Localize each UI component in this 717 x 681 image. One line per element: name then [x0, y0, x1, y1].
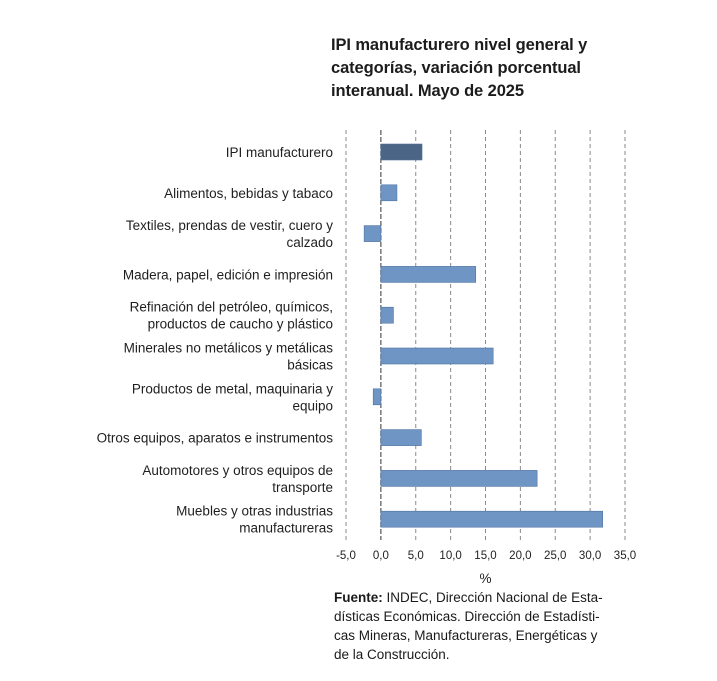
category-label-9-line-1: Muebles y otras industrias — [176, 504, 333, 519]
category-label-1: Alimentos, bebidas y tabaco — [164, 186, 333, 201]
bar-1 — [380, 184, 398, 202]
category-label-2-line-1: Textiles, prendas de vestir, cuero y — [126, 218, 333, 233]
category-label-5-line-1: Minerales no metálicos y metálicas — [124, 341, 334, 356]
category-label-3: Madera, papel, edición e impresión — [123, 267, 333, 282]
category-label-2-line-2: calzado — [286, 235, 333, 250]
bar-4 — [380, 306, 394, 324]
bar-9 — [380, 510, 603, 528]
category-label-5-line-2: básicas — [287, 358, 333, 373]
chart-title-line-2: categorías, variación porcentual — [331, 59, 581, 77]
source-line-1: Fuente: INDEC, Dirección Nacional de Est… — [334, 588, 634, 607]
bar-3 — [380, 266, 477, 283]
bar-6 — [372, 388, 382, 406]
x-tick-label-0: -5,0 — [336, 550, 356, 562]
x-tick-label-3: 10,0 — [439, 550, 461, 562]
bar-5 — [380, 347, 494, 365]
x-tick-label-7: 30,0 — [579, 550, 601, 562]
category-label-4-line-2: productos de caucho y plástico — [148, 317, 333, 332]
category-label-8-line-1: Automotores y otros equipos de — [142, 463, 333, 478]
category-label-0: IPI manufacturero — [226, 145, 333, 160]
bar-0 — [380, 143, 423, 161]
source-line-2: dísticas Económicas. Dirección de Estadí… — [334, 609, 600, 624]
source-line-3: cas Mineras, Manufactureras, Energéticas… — [334, 628, 598, 643]
x-tick-label-5: 20,0 — [509, 550, 531, 562]
x-tick-label-1: 0,0 — [373, 550, 389, 562]
x-tick-label-8: 35,0 — [614, 550, 636, 562]
bar-chart: IPI manufacturero Alimentos, bebidas y ta… — [97, 130, 636, 586]
category-label-6-line-2: equipo — [292, 398, 333, 413]
x-tick-label-2: 5,0 — [408, 550, 424, 562]
chart-title: IPI manufacturero nivel general y catego… — [331, 34, 621, 103]
x-tick-label-6: 25,0 — [544, 550, 566, 562]
x-axis-title: % — [479, 571, 491, 586]
source-line-4: de la Construcción. — [334, 647, 450, 662]
bar-7 — [380, 429, 422, 446]
category-label-6-line-1: Productos de metal, maquinaria y — [132, 381, 333, 396]
category-label-8-line-2: transporte — [272, 480, 333, 495]
source-label: Fuente: — [334, 590, 383, 605]
x-tick-label-4: 15,0 — [474, 550, 496, 562]
category-label-7: Otros equipos, aparatos e instrumentos — [97, 431, 334, 446]
chart-title-line-3: interanual. Mayo de 2025 — [331, 82, 524, 100]
source-line-1-text: INDEC, Dirección Nacional de Esta- — [382, 590, 603, 605]
source-note: Fuente: INDEC, Dirección Nacional de Est… — [334, 588, 634, 664]
category-label-9-line-2: manufactureras — [239, 521, 333, 536]
category-label-4-line-1: Refinación del petróleo, químicos, — [130, 300, 333, 315]
chart-title-line-1: IPI manufacturero nivel general y — [331, 36, 588, 54]
bar-8 — [380, 470, 538, 487]
bar-2 — [363, 225, 382, 242]
